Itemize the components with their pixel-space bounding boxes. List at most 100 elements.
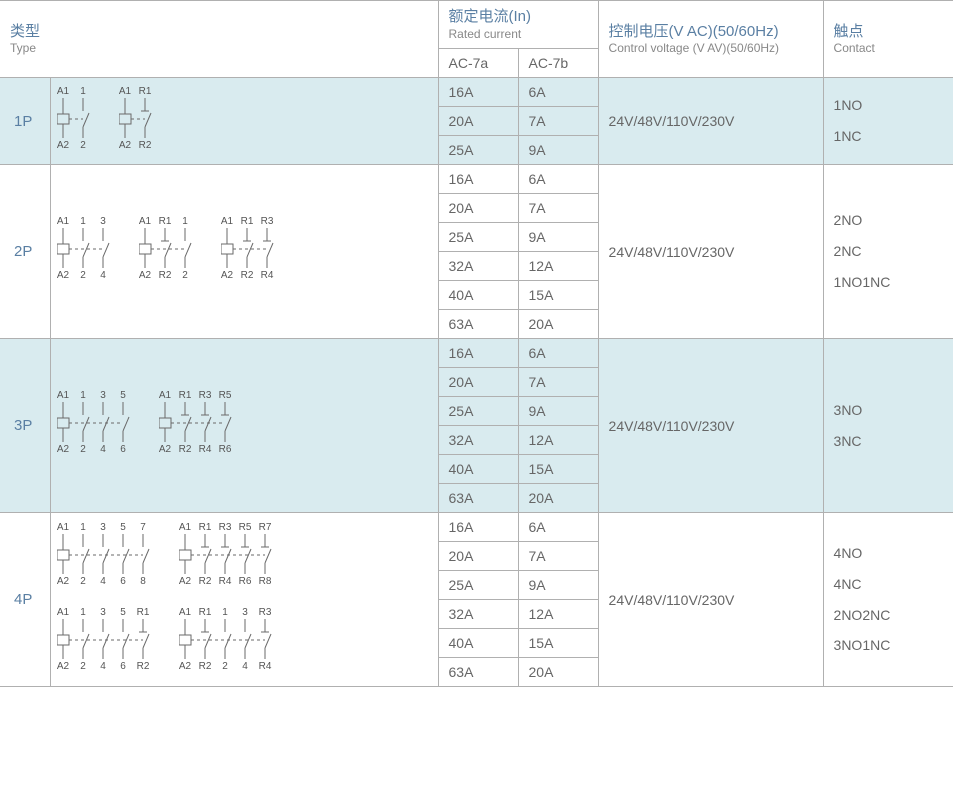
hdr-type: 类型Type [0, 1, 438, 78]
rating-ac7b: 9A [518, 223, 598, 252]
rating-ac7a: 20A [438, 368, 518, 397]
svg-text:A2: A2 [57, 661, 70, 672]
voltage-cell: 24V/48V/110V/230V [598, 78, 823, 165]
contact-value: 2NO2NC [834, 600, 944, 631]
svg-text:3: 3 [100, 522, 106, 533]
svg-text:7: 7 [140, 522, 146, 533]
rating-ac7b: 6A [518, 78, 598, 107]
svg-text:4: 4 [100, 270, 106, 281]
circuit-diagram: A1R113R3A2R224R4 [179, 607, 279, 678]
svg-text:1: 1 [80, 390, 86, 401]
voltage-cell: 24V/48V/110V/230V [598, 165, 823, 339]
type-cell: 2P [0, 165, 50, 339]
rating-ac7b: 20A [518, 484, 598, 513]
svg-text:A1: A1 [139, 216, 152, 227]
rating-ac7b: 7A [518, 107, 598, 136]
hdr-voltage: 控制电压(V AC)(50/60Hz)Control voltage (V AV… [598, 1, 823, 78]
circuit-diagram: A11357A22468 [57, 522, 157, 593]
circuit-diagram-svg: A113A224 [57, 216, 117, 282]
contact-cell: 4NO4NC2NO2NC3NO1NC [823, 513, 953, 687]
voltage-cell: 24V/48V/110V/230V [598, 339, 823, 513]
rating-ac7a: 20A [438, 107, 518, 136]
rating-ac7b: 15A [518, 455, 598, 484]
svg-text:R4: R4 [258, 661, 271, 672]
diagram-cell: A1135A2246A1R1R3R5A2R2R4R6 [50, 339, 438, 513]
svg-text:R3: R3 [260, 216, 273, 227]
hdr-ac7b: AC-7b [518, 49, 598, 78]
svg-text:A2: A2 [221, 270, 234, 281]
svg-text:R4: R4 [198, 444, 211, 455]
circuit-diagram-svg: A1R1R3R5A2R2R4R6 [159, 390, 239, 456]
rating-ac7a: 32A [438, 426, 518, 455]
svg-text:6: 6 [120, 661, 126, 672]
rating-ac7b: 15A [518, 629, 598, 658]
contact-value: 4NO [834, 538, 944, 569]
svg-text:A1: A1 [119, 86, 132, 97]
svg-text:R2: R2 [240, 270, 253, 281]
svg-text:A2: A2 [139, 270, 152, 281]
circuit-diagram-svg: A1R1R3A2R2R4 [221, 216, 281, 282]
svg-text:R2: R2 [136, 661, 149, 672]
svg-text:R1: R1 [198, 607, 211, 618]
rating-ac7a: 25A [438, 397, 518, 426]
svg-text:1: 1 [182, 216, 188, 227]
svg-text:5: 5 [120, 607, 126, 618]
svg-text:4: 4 [100, 576, 106, 587]
hdr-type-cn: 类型 [10, 22, 428, 42]
rating-ac7a: 16A [438, 165, 518, 194]
rating-ac7a: 16A [438, 78, 518, 107]
hdr-voltage-cn: 控制电压(V AC)(50/60Hz) [609, 22, 813, 42]
circuit-diagram-svg: A1R1R3R5R7A2R2R4R6R8 [179, 522, 279, 588]
svg-text:3: 3 [242, 607, 248, 618]
rating-ac7a: 25A [438, 223, 518, 252]
contact-cell: 3NO3NC [823, 339, 953, 513]
svg-text:5: 5 [120, 522, 126, 533]
rating-ac7b: 6A [518, 339, 598, 368]
contact-value: 3NO1NC [834, 630, 944, 661]
rating-ac7b: 9A [518, 397, 598, 426]
hdr-contact: 触点Contact [823, 1, 953, 78]
rating-ac7b: 20A [518, 310, 598, 339]
contact-value: 2NC [834, 236, 944, 267]
svg-text:R1: R1 [198, 522, 211, 533]
svg-text:2: 2 [222, 661, 228, 672]
svg-text:8: 8 [140, 576, 146, 587]
rating-ac7a: 63A [438, 310, 518, 339]
hdr-contact-en: Contact [834, 41, 944, 57]
svg-text:R7: R7 [258, 522, 271, 533]
svg-text:A1: A1 [57, 86, 70, 97]
circuit-diagram: A1R1R3R5A2R2R4R6 [159, 390, 239, 461]
circuit-diagram: A1R1R3A2R2R4 [221, 216, 281, 287]
type-cell: 1P [0, 78, 50, 165]
rating-ac7b: 9A [518, 571, 598, 600]
rating-ac7a: 25A [438, 136, 518, 165]
svg-text:A1: A1 [57, 216, 70, 227]
svg-text:2: 2 [182, 270, 188, 281]
svg-text:R2: R2 [138, 140, 151, 151]
circuit-diagram: A1R1R3R5R7A2R2R4R6R8 [179, 522, 279, 593]
hdr-ac7a: AC-7a [438, 49, 518, 78]
svg-text:2: 2 [80, 270, 86, 281]
svg-text:R1: R1 [136, 607, 149, 618]
rating-ac7a: 63A [438, 484, 518, 513]
rating-ac7a: 63A [438, 658, 518, 687]
rating-ac7a: 25A [438, 571, 518, 600]
svg-text:R8: R8 [258, 576, 271, 587]
svg-text:R5: R5 [238, 522, 251, 533]
svg-text:R4: R4 [218, 576, 231, 587]
svg-text:A1: A1 [159, 390, 172, 401]
contact-value: 1NO [834, 90, 944, 121]
svg-text:R3: R3 [198, 390, 211, 401]
type-cell: 3P [0, 339, 50, 513]
contact-value: 3NO [834, 395, 944, 426]
svg-text:1: 1 [80, 522, 86, 533]
svg-text:A1: A1 [179, 607, 192, 618]
circuit-diagram-svg: A11357A22468 [57, 522, 157, 588]
rating-ac7a: 40A [438, 281, 518, 310]
svg-text:R1: R1 [158, 216, 171, 227]
svg-text:R1: R1 [240, 216, 253, 227]
svg-text:R3: R3 [258, 607, 271, 618]
circuit-diagram: A1R1A2R2 [119, 86, 159, 157]
svg-text:5: 5 [120, 390, 126, 401]
hdr-rated-en: Rated current [449, 27, 588, 43]
